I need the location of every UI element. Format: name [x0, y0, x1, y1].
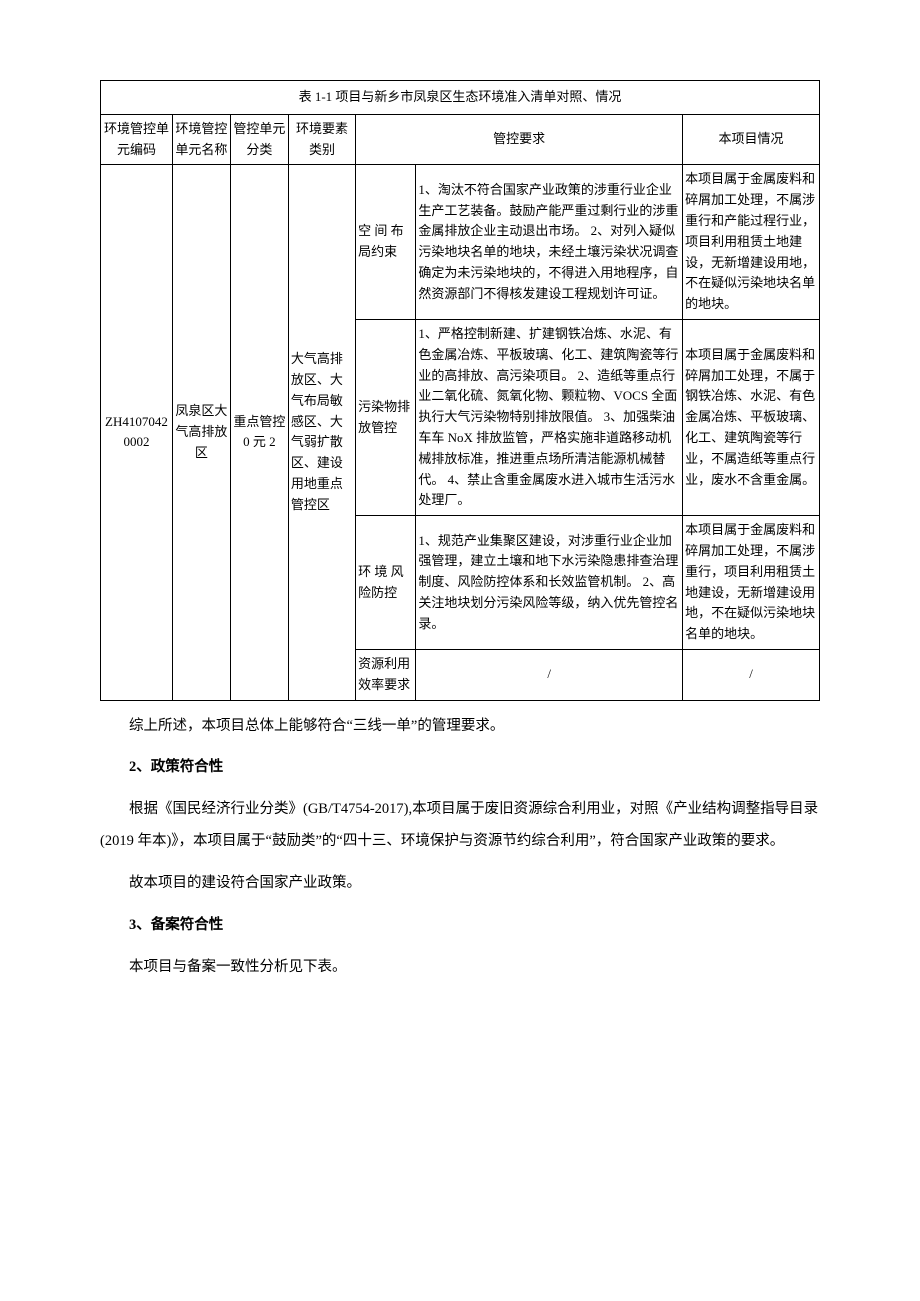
cell-req-3: /: [416, 649, 683, 700]
header-col1: 环境管控单元编码: [101, 114, 173, 165]
header-col4: 环境要素类别: [288, 114, 355, 165]
policy-paragraph-2: 故本项目的建设符合国家产业政策。: [100, 868, 820, 900]
cell-proj-1: 本项目属于金属废料和碎屑加工处理，不属于钢铁冶炼、水泥、有色金属冶炼、平板玻璃、…: [683, 319, 820, 515]
comparison-table: 表 1-1 项目与新乡市凤泉区生态环境准入清单对照、情况 环境管控单元编码 环境…: [100, 80, 820, 701]
table-title-row: 表 1-1 项目与新乡市凤泉区生态环境准入清单对照、情况: [101, 81, 820, 115]
cell-unit-name: 凤泉区大气高排放区: [172, 165, 230, 700]
filing-paragraph: 本项目与备案一致性分析见下表。: [100, 952, 820, 984]
cell-element: 大气高排放区、大气布局敏感区、大气弱扩散区、建设用地重点管控区: [288, 165, 355, 700]
document-page: 表 1-1 项目与新乡市凤泉区生态环境准入清单对照、情况 环境管控单元编码 环境…: [100, 80, 820, 984]
cell-sub-0: 空 间 布局约束: [356, 165, 416, 320]
cell-proj-3: /: [683, 649, 820, 700]
section-heading-3: 3、备案符合性: [100, 910, 820, 942]
table-title: 表 1-1 项目与新乡市凤泉区生态环境准入清单对照、情况: [101, 81, 820, 115]
cell-sub-2: 环 境 风险防控: [356, 516, 416, 650]
summary-paragraph: 综上所述，本项目总体上能够符合“三线一单”的管理要求。: [100, 711, 820, 743]
cell-sub-1: 污染物排放管控: [356, 319, 416, 515]
cell-req-0: 1、淘汰不符合国家产业政策的涉重行业企业生产工艺装备。鼓励产能严重过剩行业的涉重…: [416, 165, 683, 320]
table-row: ZH41070420002 凤泉区大气高排放区 重点管控 0 元 2 大气高排放…: [101, 165, 820, 320]
section-heading-2: 2、政策符合性: [100, 752, 820, 784]
cell-req-1: 1、严格控制新建、扩建钢铁冶炼、水泥、有色金属冶炼、平板玻璃、化工、建筑陶瓷等行…: [416, 319, 683, 515]
header-col5: 管控要求: [356, 114, 683, 165]
cell-sub-3: 资源利用效率要求: [356, 649, 416, 700]
cell-unit-class: 重点管控 0 元 2: [230, 165, 288, 700]
policy-paragraph-1: 根据《国民经济行业分类》(GB/T4754-2017),本项目属于废旧资源综合利…: [100, 794, 820, 858]
header-col3: 管控单元分类: [230, 114, 288, 165]
table-header-row: 环境管控单元编码 环境管控单元名称 管控单元分类 环境要素类别 管控要求 本项目…: [101, 114, 820, 165]
header-col6: 本项目情况: [683, 114, 820, 165]
cell-proj-0: 本项目属于金属废料和碎屑加工处理，不属涉重行和产能过程行业，项目利用租赁土地建设…: [683, 165, 820, 320]
cell-code: ZH41070420002: [101, 165, 173, 700]
cell-proj-2: 本项目属于金属废料和碎屑加工处理，不属涉重行，项目利用租赁土地建设，无新增建设用…: [683, 516, 820, 650]
cell-req-2: 1、规范产业集聚区建设，对涉重行业企业加强管理，建立土壤和地下水污染隐患排查治理…: [416, 516, 683, 650]
header-col2: 环境管控单元名称: [172, 114, 230, 165]
